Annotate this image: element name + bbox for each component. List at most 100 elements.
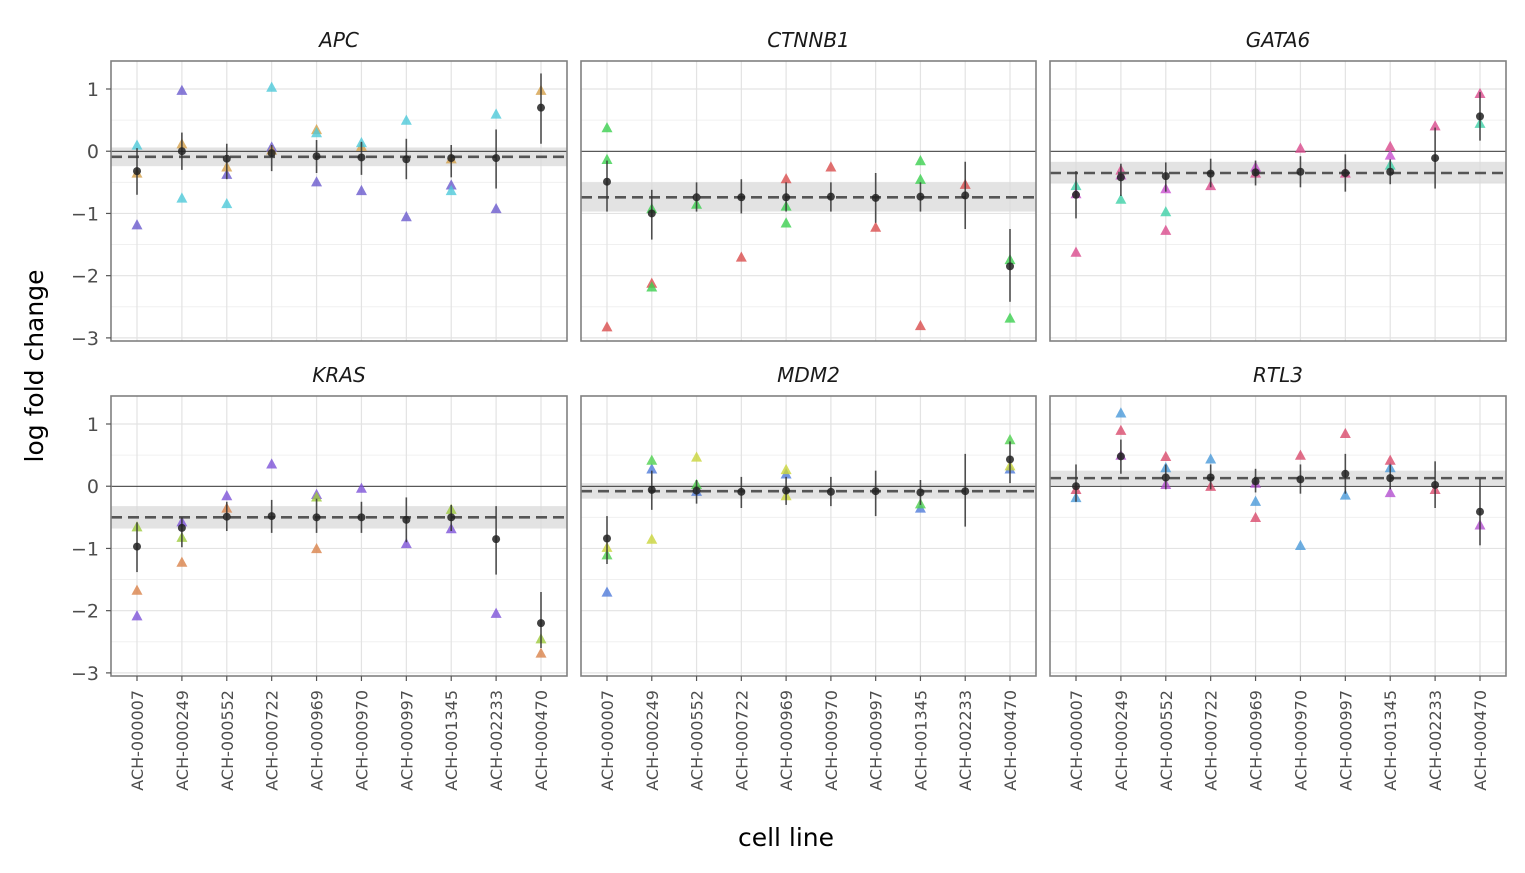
summary-point <box>871 193 880 202</box>
panel-border <box>110 60 568 342</box>
facet-panel-mdm2: MDM2 ACH-000007 ACH-000249 ACH-000552 ACH-00… <box>580 363 1037 791</box>
summary-point <box>1296 167 1305 176</box>
facet-panel-rtl3: RTL3 ACH-000007 ACH-000249 ACH-000552 ACH-00… <box>1049 363 1507 791</box>
data-point <box>601 586 613 597</box>
data-point <box>1384 149 1396 160</box>
x-tick-label: ACH-000970 <box>1291 690 1310 791</box>
facet-title: CTNNB1 <box>767 28 850 52</box>
data-point <box>870 221 882 232</box>
summary-point <box>737 487 746 496</box>
summary-point <box>177 147 186 156</box>
panel-background <box>111 61 567 341</box>
data-point <box>825 161 837 172</box>
x-tick-label: ACH-002233 <box>956 690 975 791</box>
data-point <box>780 217 792 228</box>
summary-point <box>1341 469 1350 478</box>
data-point <box>646 454 658 465</box>
x-tick-label: ACH-000997 <box>397 690 416 791</box>
x-tick-label: ACH-000249 <box>1112 690 1131 791</box>
data-point <box>1115 193 1127 204</box>
data-point <box>355 184 367 196</box>
panel-border <box>580 60 1037 342</box>
data-point <box>490 607 502 618</box>
data-point <box>445 179 457 190</box>
summary-point <box>447 513 456 522</box>
summary-point <box>1476 507 1484 516</box>
summary-point <box>1161 473 1170 482</box>
summary-point <box>1251 477 1260 486</box>
summary-point <box>1206 169 1215 178</box>
summary-point <box>647 209 656 218</box>
panel-background <box>1050 396 1506 676</box>
summary-point <box>133 542 141 551</box>
summary-point <box>1476 112 1484 121</box>
data-point <box>1384 454 1396 465</box>
summary-point <box>402 155 411 164</box>
summary-point <box>537 103 545 112</box>
data-point <box>1205 453 1217 464</box>
data-point <box>1250 495 1262 506</box>
data-point <box>1384 140 1396 151</box>
data-point <box>1160 206 1172 217</box>
data-point <box>1070 246 1082 257</box>
summary-point <box>492 535 501 544</box>
summary-point <box>402 515 411 524</box>
panel-border <box>1049 60 1507 342</box>
data-point <box>601 153 613 164</box>
data-point <box>266 81 278 92</box>
panel-background <box>581 396 1036 676</box>
summary-point <box>1251 168 1260 177</box>
x-tick-label: ACH-000969 <box>1247 690 1266 791</box>
data-point <box>1004 434 1016 445</box>
panel-background <box>111 396 567 676</box>
data-point <box>914 173 926 184</box>
panel-border <box>110 395 568 677</box>
data-point <box>131 139 143 150</box>
y-tick-label: −1 <box>71 203 99 225</box>
summary-point <box>312 513 321 522</box>
summary-point <box>1296 475 1305 484</box>
x-tick-label: ACH-000997 <box>1336 690 1355 791</box>
summary-point <box>692 486 701 495</box>
summary-point <box>177 523 186 532</box>
x-tick-label: ACH-000969 <box>308 690 327 791</box>
summary-point <box>1116 173 1125 182</box>
summary-point <box>1116 452 1125 461</box>
summary-point <box>647 485 656 494</box>
x-tick-label: ACH-000007 <box>1067 690 1086 791</box>
y-tick-label: −2 <box>71 266 99 288</box>
data-point <box>490 202 502 214</box>
summary-point <box>1006 262 1014 271</box>
summary-point <box>222 512 231 521</box>
x-tick-label: ACH-000722 <box>263 690 282 791</box>
data-point <box>1294 142 1306 153</box>
data-point <box>490 108 502 119</box>
summary-point <box>916 488 925 497</box>
summary-point <box>1341 169 1350 177</box>
panel-border <box>1049 395 1507 677</box>
summary-point <box>961 487 970 496</box>
data-point <box>735 251 747 262</box>
summary-point <box>537 619 545 628</box>
data-point <box>780 463 792 475</box>
x-tick-label: ACH-000470 <box>1471 690 1490 791</box>
x-tick-label: ACH-000249 <box>173 690 192 791</box>
x-tick-label: ACH-000970 <box>352 690 371 791</box>
summary-point <box>357 513 366 522</box>
x-tick-label: ACH-001345 <box>1381 690 1400 791</box>
summary-point <box>133 167 141 176</box>
y-axis-title: log fold change <box>20 270 49 463</box>
data-point <box>914 155 926 166</box>
x-tick-label: ACH-000470 <box>1001 690 1020 791</box>
summary-point <box>826 487 835 496</box>
y-tick-label: 1 <box>87 79 99 101</box>
x-tick-label: ACH-000722 <box>1202 690 1221 791</box>
data-point <box>1384 486 1396 498</box>
y-tick-label: 0 <box>87 476 99 498</box>
data-point <box>601 122 613 133</box>
summary-point <box>603 534 611 543</box>
data-point <box>1115 407 1127 418</box>
summary-point <box>1161 172 1170 181</box>
facet-title: GATA6 <box>1246 28 1311 52</box>
